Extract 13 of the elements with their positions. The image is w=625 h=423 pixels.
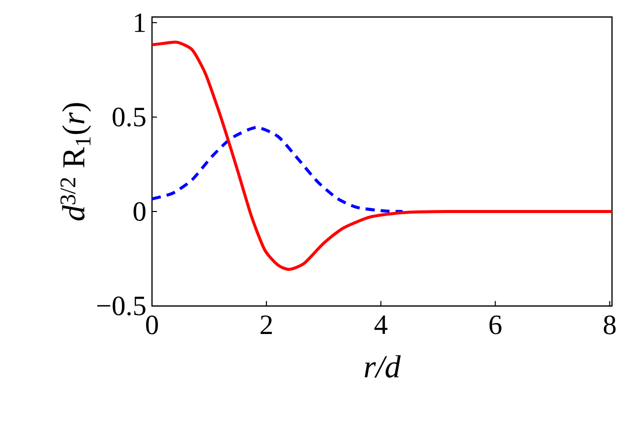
line-series bbox=[152, 40, 612, 271]
x-axis-title: r/d bbox=[364, 355, 401, 378]
y-tick-label: 0 bbox=[134, 202, 146, 221]
x-tick-label: 2 bbox=[260, 316, 272, 334]
y-tick-label: 1 bbox=[134, 13, 145, 32]
x-tick-label: 6 bbox=[490, 316, 502, 334]
x-tick-label: 8 bbox=[604, 316, 616, 334]
line-series bbox=[152, 126, 404, 214]
x-tick-label: 4 bbox=[374, 316, 388, 334]
y-tick-label: −0.5 bbox=[97, 296, 146, 316]
x-tick-label: 0 bbox=[146, 316, 158, 334]
y-axis-title: d$^{3/2}$ R$_{1}$(r) bbox=[60, 103, 92, 220]
y-tick-label: 0.5 bbox=[112, 108, 146, 127]
